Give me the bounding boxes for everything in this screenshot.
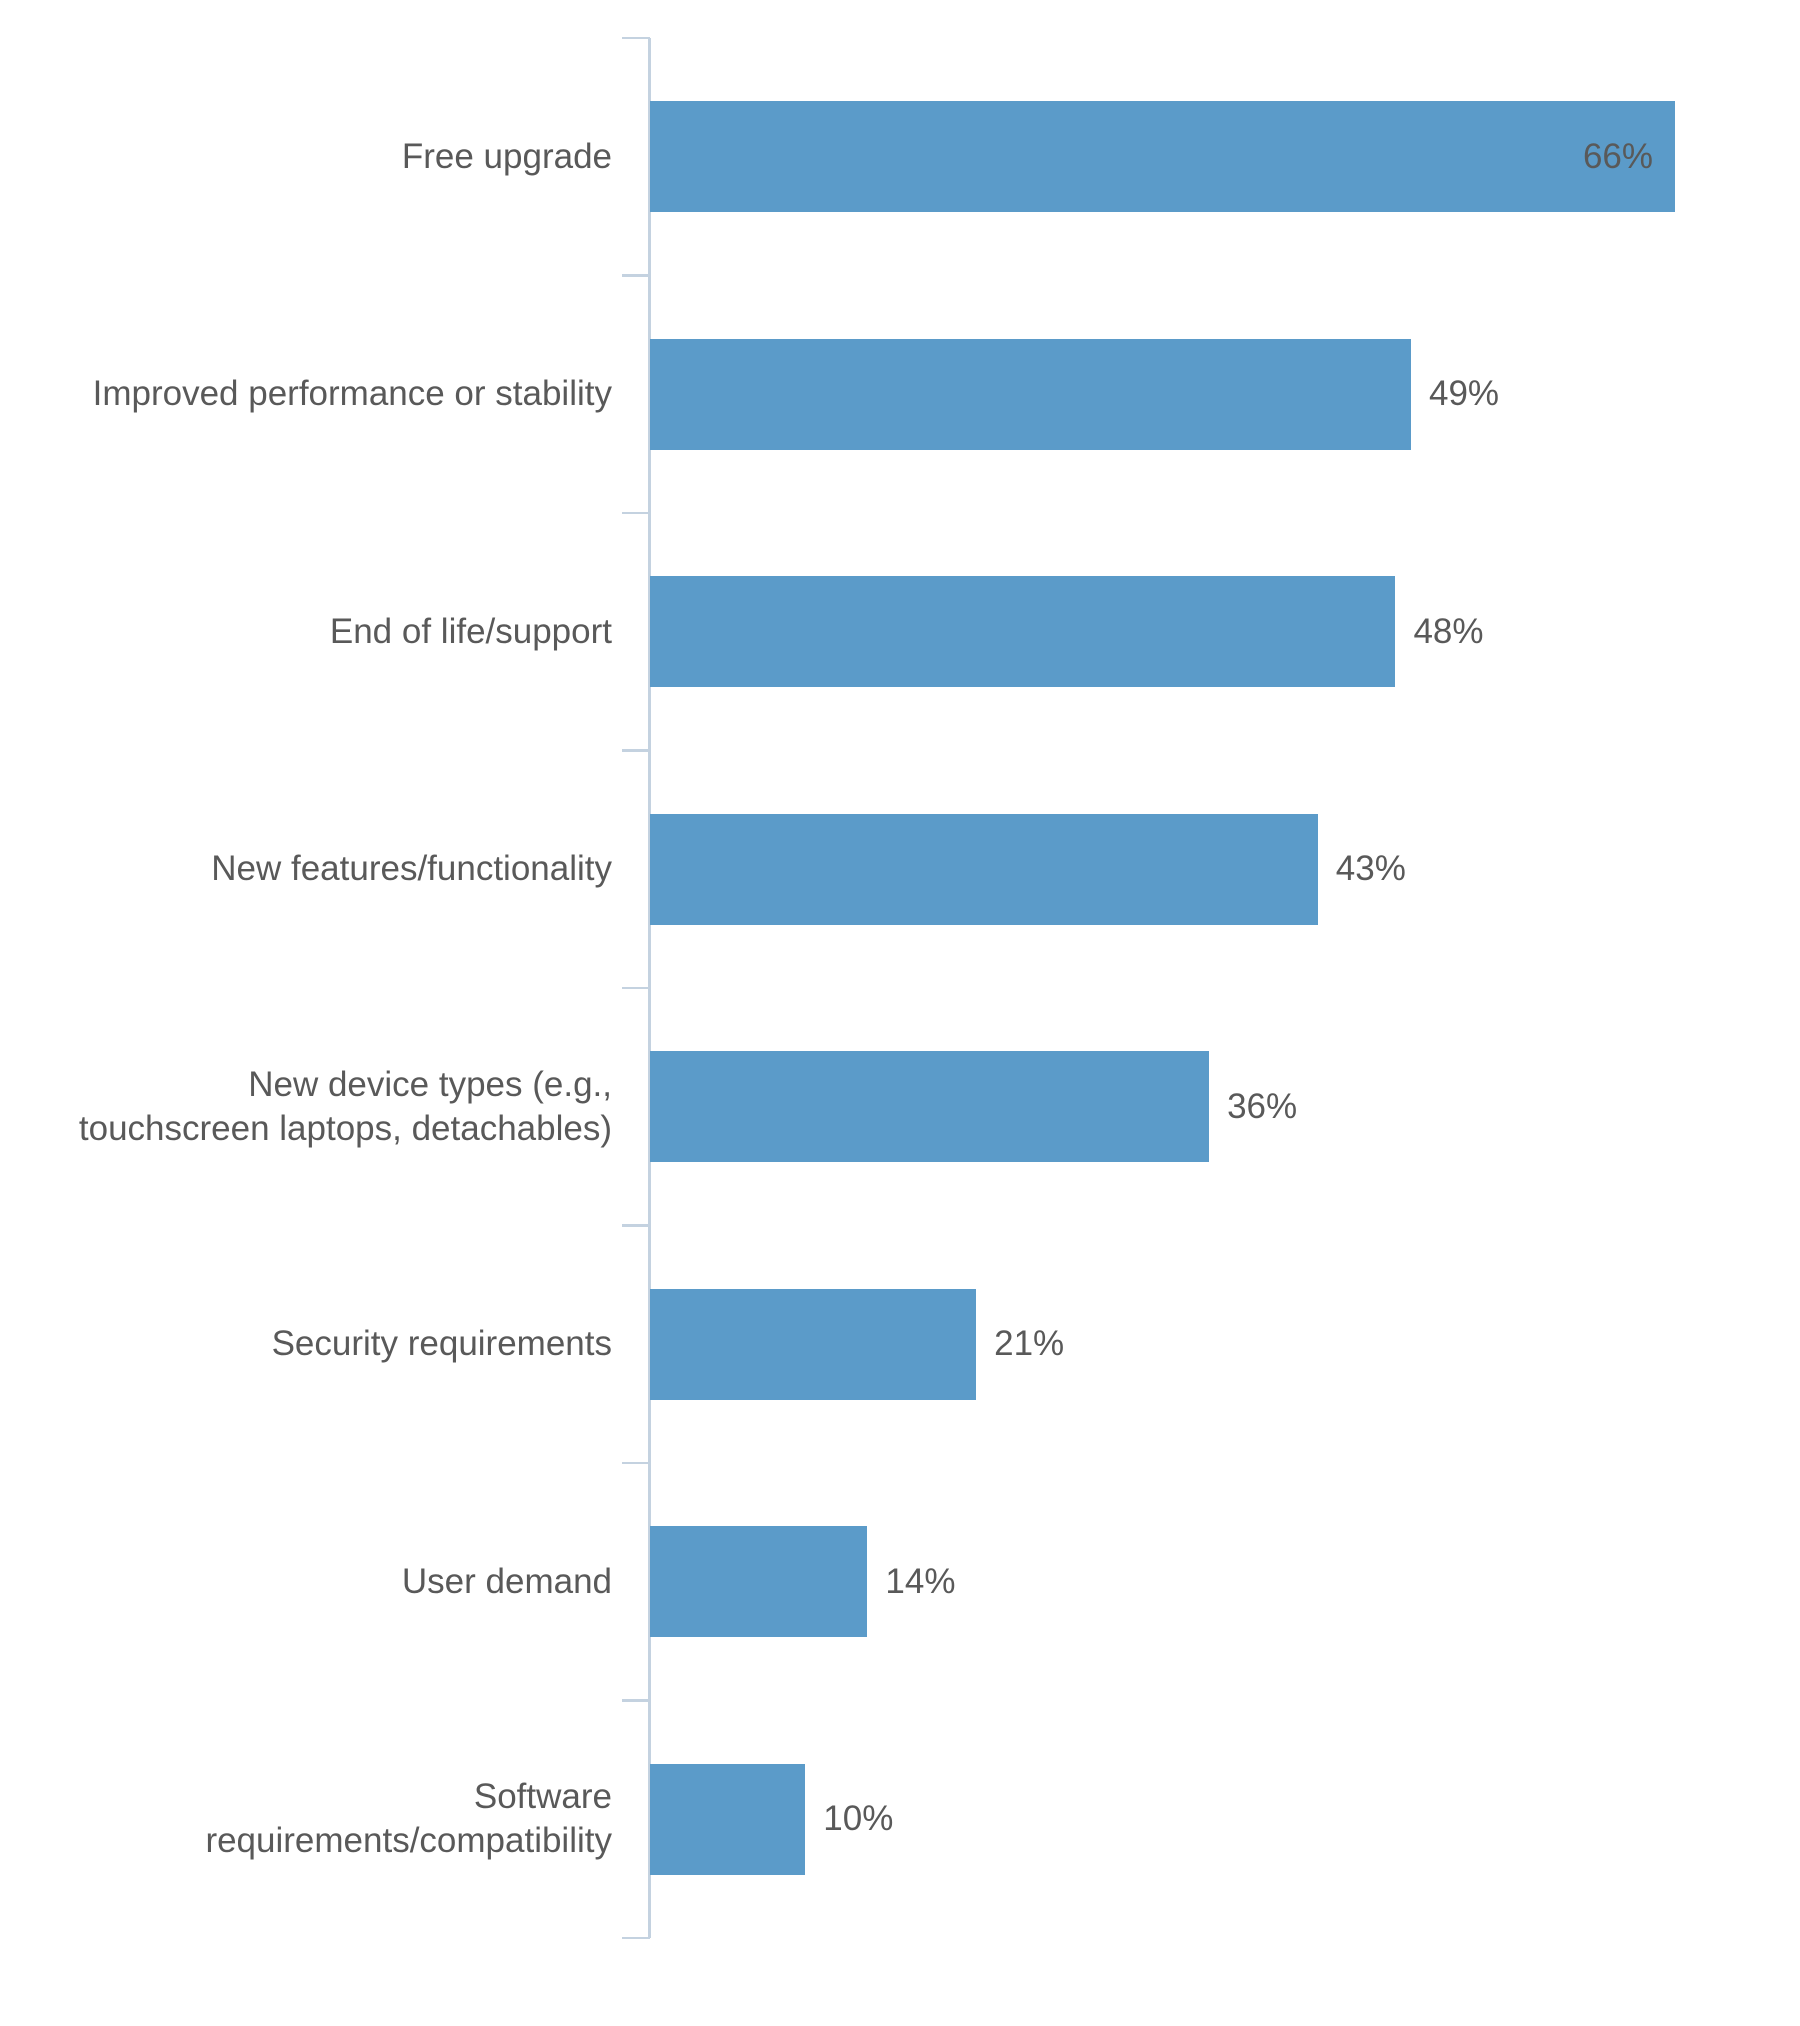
- chart-row: Free upgrade 66%: [0, 38, 1800, 276]
- chart-rows: Free upgrade 66% Improved performance or s…: [0, 38, 1800, 1938]
- value-label: 10%: [823, 1799, 894, 1839]
- value-label: 36%: [1227, 1086, 1298, 1126]
- value-label: 21%: [994, 1324, 1065, 1364]
- bar: [650, 1526, 868, 1638]
- axis-tick: [622, 1224, 650, 1227]
- bar: [650, 338, 1411, 450]
- category-label: New features/functionality: [211, 849, 612, 889]
- bar: [650, 1288, 977, 1400]
- axis-tick: [622, 36, 650, 40]
- value-label: 43%: [1335, 849, 1406, 889]
- bar-area: 36%: [650, 988, 1800, 1226]
- chart-row: Improved performance or stability 49%: [0, 276, 1800, 514]
- bar: 66%: [650, 101, 1675, 213]
- category-label: User demand: [401, 1561, 612, 1601]
- value-label: 48%: [1413, 611, 1484, 651]
- bar: [650, 813, 1318, 925]
- axis-tick: [622, 274, 650, 277]
- chart-row: End of life/support 48%: [0, 513, 1800, 751]
- bar: [650, 1051, 1210, 1163]
- bar: [650, 576, 1396, 688]
- category-label: Free upgrade: [401, 136, 612, 176]
- bar-area: 21%: [650, 1226, 1800, 1464]
- bar-area: 49%: [650, 276, 1800, 514]
- chart-row: Software requirements/compatibility 10%: [0, 1701, 1800, 1939]
- axis-tick: [622, 1936, 650, 1940]
- axis-tick: [622, 1699, 650, 1702]
- axis-tick: [622, 749, 650, 752]
- chart-row: New device types (e.g., touchscreen lapt…: [0, 988, 1800, 1226]
- chart-row: New features/functionality 43%: [0, 751, 1800, 989]
- value-label: 14%: [885, 1561, 956, 1601]
- value-label: 66%: [1582, 136, 1653, 176]
- category-label: New device types (e.g., touchscreen lapt…: [78, 1064, 612, 1148]
- bar-area: 10%: [650, 1701, 1800, 1939]
- bar-area: 43%: [650, 751, 1800, 989]
- axis-tick: [622, 1461, 650, 1465]
- category-label: Security requirements: [271, 1324, 612, 1364]
- category-label: End of life/support: [329, 611, 612, 651]
- category-label: Improved performance or stability: [92, 374, 612, 414]
- chart-row: Security requirements 21%: [0, 1226, 1800, 1464]
- chart-row: User demand 14%: [0, 1463, 1800, 1701]
- value-label: 49%: [1428, 374, 1500, 414]
- axis-tick: [622, 986, 650, 990]
- bar: [650, 1763, 806, 1875]
- axis-tick: [622, 511, 650, 515]
- bar-area: 66%: [650, 38, 1800, 276]
- bar-area: 14%: [650, 1463, 1800, 1701]
- bar-area: 48%: [650, 513, 1800, 751]
- category-label: Software requirements/compatibility: [205, 1777, 612, 1861]
